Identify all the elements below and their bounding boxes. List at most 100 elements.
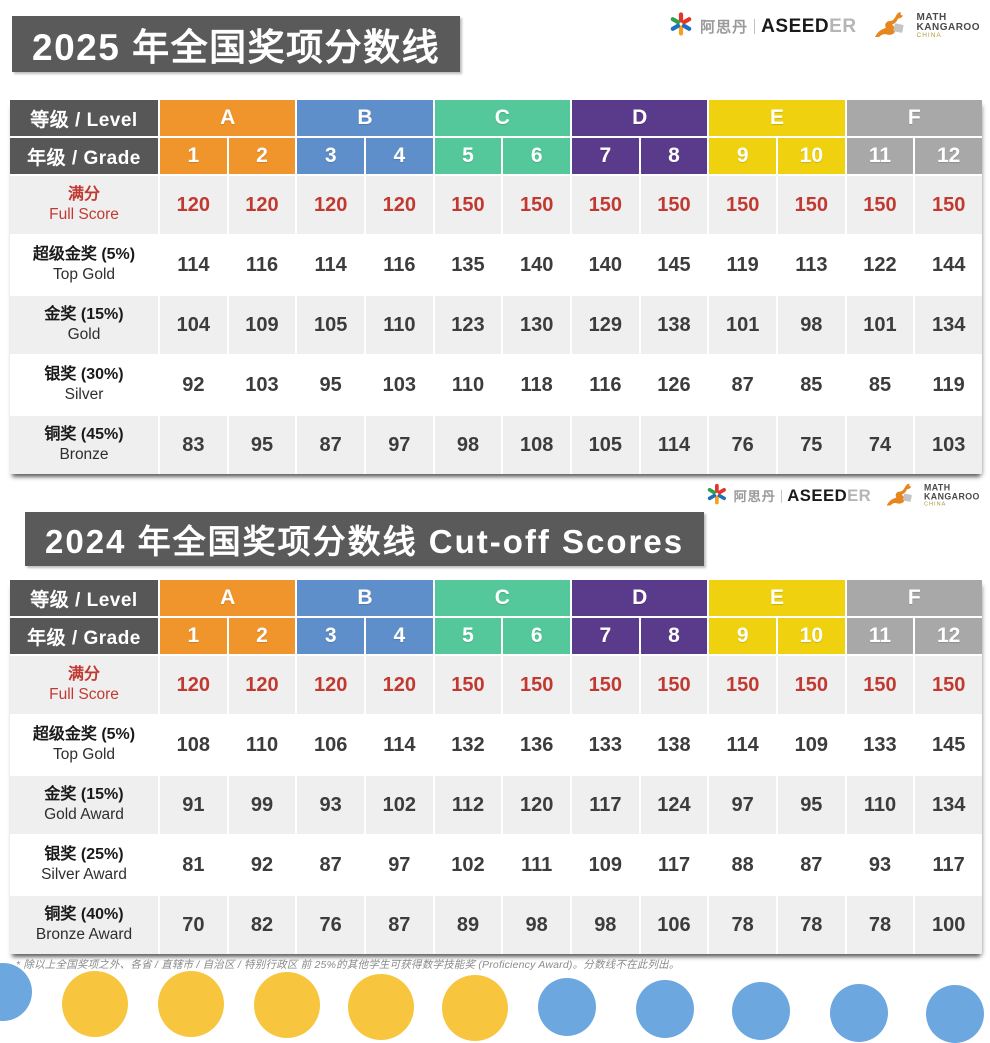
score-cell: 78 <box>709 896 776 954</box>
aseeder-wordmark: ASEEDER <box>787 487 871 506</box>
score-cell: 103 <box>228 356 296 414</box>
level-header-label: 等级 / Level <box>10 580 158 616</box>
score-cell: 117 <box>915 836 982 894</box>
grade-cell-8: 8 <box>640 138 708 174</box>
level-cell-C: C <box>434 580 570 616</box>
score-cell: 83 <box>160 416 227 474</box>
row-label-cn: 金奖 (15%) <box>44 785 124 803</box>
score-cell: 87 <box>709 356 776 414</box>
score-cell: 76 <box>297 896 364 954</box>
row-label-en: Gold <box>67 326 101 344</box>
score-cell: 133 <box>846 716 914 774</box>
row-label-cn: 金奖 (15%) <box>44 305 124 323</box>
row-label-en: Bronze <box>59 446 109 464</box>
score-cell: 109 <box>777 716 845 774</box>
score-cell: 124 <box>640 776 708 834</box>
decorative-circle <box>348 974 414 1040</box>
score-cell: 135 <box>434 236 502 294</box>
score-cell: 111 <box>503 836 570 894</box>
score-cell: 120 <box>365 656 433 714</box>
kangaroo-text-kangaroo: KANGAROO <box>916 22 980 34</box>
grade-cell-3: 3 <box>297 618 364 654</box>
kangaroo-text-math: MATH <box>916 12 947 24</box>
score-cell: 92 <box>228 836 296 894</box>
row-label-en: Gold Award <box>44 806 124 824</box>
score-cell: 116 <box>571 356 639 414</box>
score-cell: 150 <box>434 656 502 714</box>
score-cell: 134 <box>915 296 982 354</box>
score-cell: 102 <box>434 836 502 894</box>
score-cell: 104 <box>160 296 227 354</box>
level-cell-B: B <box>297 580 433 616</box>
score-cell: 150 <box>503 176 570 234</box>
level-cell-E: E <box>709 580 845 616</box>
score-cell: 120 <box>297 176 364 234</box>
math-kangaroo-wordmark: MATH KANGAROO CHINA <box>917 13 980 40</box>
scores-table-2025: 等级 / Level A B C D E F 年级 / Grade 1 2 3 4 5 6 7 8 9 10 11 1… <box>10 100 982 474</box>
level-header-label: 等级 / Level <box>10 100 158 136</box>
score-cell: 109 <box>571 836 639 894</box>
level-cell-F: F <box>846 100 982 136</box>
row-label: 银奖 (30%) Silver <box>10 356 158 414</box>
score-cell: 74 <box>846 416 914 474</box>
score-cell: 130 <box>503 296 570 354</box>
score-cell: 87 <box>297 416 364 474</box>
score-cell: 150 <box>777 656 845 714</box>
score-cell: 119 <box>709 236 776 294</box>
row-label-cn: 铜奖 (40%) <box>44 905 124 923</box>
score-cell: 117 <box>571 776 639 834</box>
row-label-en: Top Gold <box>52 266 116 284</box>
score-cell: 117 <box>640 836 708 894</box>
score-cell: 95 <box>777 776 845 834</box>
score-cell: 108 <box>503 416 570 474</box>
level-cell-C: C <box>434 100 570 136</box>
scores-table-2024: 等级 / Level A B C D E F 年级 / Grade 1 2 3 4 5 6 7 8 9 10 11 1… <box>10 580 982 954</box>
score-cell: 99 <box>228 776 296 834</box>
score-cell: 150 <box>640 656 708 714</box>
score-cell: 103 <box>915 416 982 474</box>
score-cell: 110 <box>434 356 502 414</box>
decorative-circle <box>442 975 508 1041</box>
score-cell: 98 <box>777 296 845 354</box>
score-cell: 126 <box>640 356 708 414</box>
score-cell: 129 <box>571 296 639 354</box>
score-cell: 110 <box>228 716 296 774</box>
decorative-circle <box>636 980 694 1038</box>
grade-cell-7: 7 <box>571 138 639 174</box>
logo-divider <box>754 19 756 34</box>
score-cell: 150 <box>777 176 845 234</box>
title-2024: 2024 年全国奖项分数线 Cut-off Scores <box>25 512 705 566</box>
math-kangaroo-wordmark: MATH KANGAROO CHINA <box>924 484 980 508</box>
grade-cell-11: 11 <box>846 138 914 174</box>
aseeder-wordmark-light: ER <box>829 15 857 37</box>
score-cell: 150 <box>640 176 708 234</box>
score-cell: 87 <box>365 896 433 954</box>
score-cell: 82 <box>228 896 296 954</box>
score-cell: 78 <box>846 896 914 954</box>
score-cell: 145 <box>640 236 708 294</box>
level-cell-F: F <box>846 580 982 616</box>
row-label: 超级金奖 (5%) Top Gold <box>10 236 158 294</box>
score-cell: 120 <box>365 176 433 234</box>
row-label: 金奖 (15%) Gold <box>10 296 158 354</box>
score-cell: 150 <box>503 656 570 714</box>
grade-header-label: 年级 / Grade <box>10 618 158 654</box>
grade-cell-10: 10 <box>777 618 845 654</box>
grade-cell-3: 3 <box>297 138 364 174</box>
score-cell: 140 <box>571 236 639 294</box>
grade-cell-6: 6 <box>503 618 570 654</box>
grade-cell-7: 7 <box>571 618 639 654</box>
row-label-cn: 满分 <box>67 185 100 203</box>
score-cell: 150 <box>434 176 502 234</box>
score-cell: 120 <box>297 656 364 714</box>
grade-cell-10: 10 <box>777 138 845 174</box>
row-label-en: Top Gold <box>52 746 116 764</box>
grade-cell-11: 11 <box>846 618 914 654</box>
score-cell: 102 <box>365 776 433 834</box>
grade-cell-4: 4 <box>365 618 433 654</box>
score-cell: 98 <box>571 896 639 954</box>
score-cell: 138 <box>640 716 708 774</box>
kangaroo-icon <box>873 8 909 45</box>
score-cell: 97 <box>709 776 776 834</box>
kangaroo-icon <box>885 480 917 513</box>
